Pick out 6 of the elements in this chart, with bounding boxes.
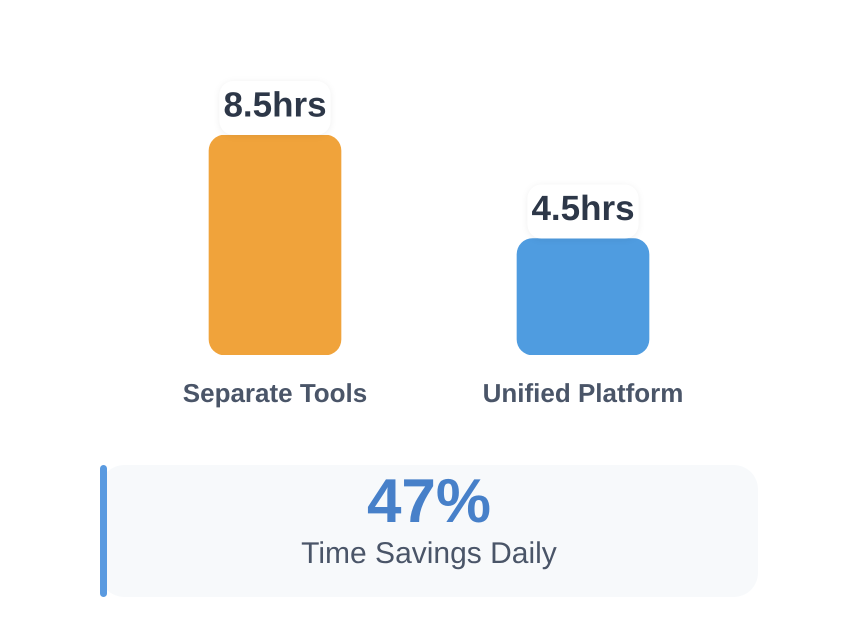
text: Time Savings Daily [301,537,557,571]
data-label: 8.5hrs [223,86,327,125]
data-label: 4.5hrs [531,189,635,228]
x-tick-label: Separate Tools [182,378,368,408]
text: 47% [366,467,492,536]
x-tick-label: Unified Platform [482,378,684,408]
